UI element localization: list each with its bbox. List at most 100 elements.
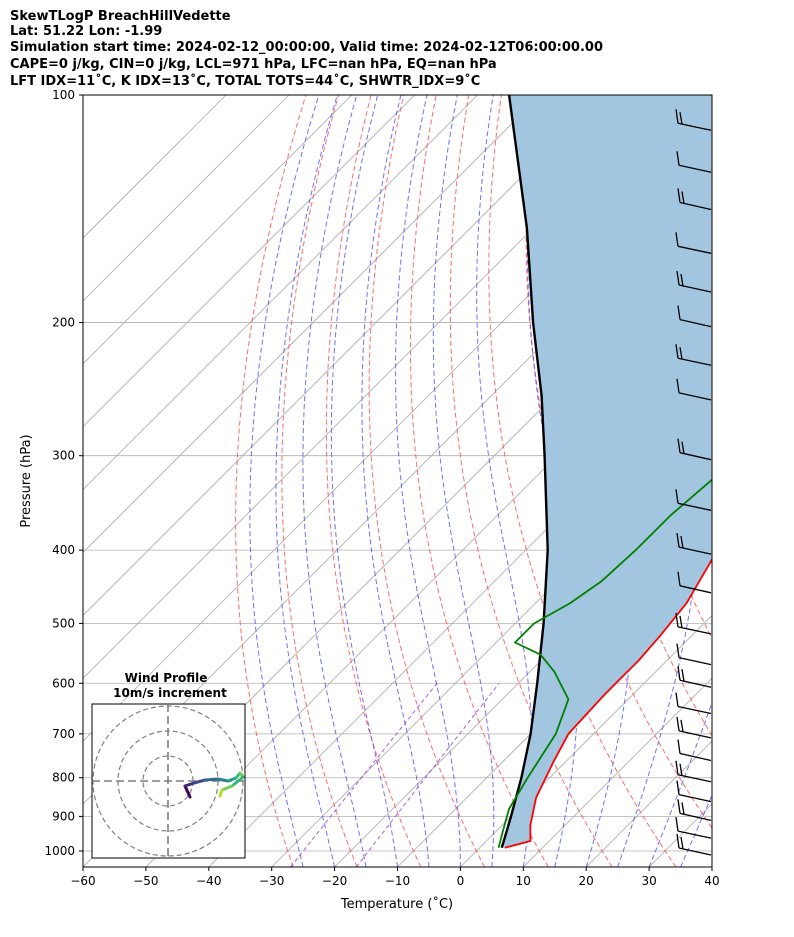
wind-barb-flag	[675, 760, 679, 775]
x-tick-label: 20	[579, 874, 594, 888]
wind-barb-flag	[675, 232, 679, 247]
wind-barb-flag	[677, 571, 681, 586]
moist-adiabat	[249, 95, 320, 867]
wind-barb-flag	[680, 273, 684, 287]
x-tick-label: −20	[322, 874, 347, 888]
wind-barb-flag	[676, 643, 680, 658]
y-tick-label: 900	[52, 809, 75, 823]
parcel-profile-line	[500, 95, 549, 849]
isotherm-line	[83, 95, 227, 239]
hodograph-segment	[230, 775, 245, 788]
dry-adiabat	[368, 95, 485, 867]
wind-barb-flag	[675, 817, 679, 832]
wind-barb-flag	[681, 441, 685, 454]
wind-barb-flag	[679, 112, 683, 125]
wind-barb-staff	[677, 122, 712, 131]
x-tick-label: 10	[516, 874, 531, 888]
wind-barb-staff	[678, 656, 712, 666]
wind-barb-staff	[678, 546, 712, 555]
isotherm-line	[83, 95, 604, 616]
isotherm-line	[83, 95, 353, 365]
wind-barb	[675, 344, 712, 366]
wind-barb-staff	[679, 585, 712, 594]
wind-barb-flag	[675, 692, 679, 707]
wind-barb	[676, 378, 712, 401]
wind-barb-flag	[675, 109, 679, 124]
wind-barb	[677, 666, 712, 688]
wind-barb-flag	[675, 612, 679, 628]
wind-barb-flag	[676, 151, 680, 166]
x-tick-label: 30	[641, 874, 656, 888]
wind-barb	[675, 489, 712, 511]
y-tick-label: 200	[52, 316, 75, 330]
moist-adiabat	[361, 95, 430, 867]
dry-adiabat	[235, 95, 307, 867]
isotherm-line	[83, 95, 541, 554]
x-tick-label: −60	[70, 874, 95, 888]
wind-barb-staff	[679, 752, 712, 762]
wind-barb	[676, 716, 712, 739]
cin-shaded-area	[501, 95, 712, 848]
wind-barb-staff	[677, 357, 712, 366]
wind-barb-staff	[678, 730, 712, 739]
wind-barb-flag	[677, 666, 681, 681]
wind-barb-staff	[678, 793, 712, 803]
wind-barb-staff	[677, 245, 712, 254]
location-line: Lat: 51.22 Lon: -1.99	[10, 24, 163, 39]
y-axis-label: Pressure (hPa)	[19, 434, 34, 527]
wind-barb	[676, 533, 712, 555]
wind-barb	[675, 109, 712, 131]
wind-barb-staff	[677, 774, 712, 783]
wind-barb	[676, 833, 712, 856]
wind-barb-staff	[679, 201, 712, 211]
wind-barb-staff	[677, 705, 712, 715]
hodograph-segment	[192, 778, 207, 785]
wind-barb-staff	[679, 452, 712, 461]
y-tick-label: 800	[52, 771, 75, 785]
wind-barb-flag	[679, 763, 683, 776]
dry-adiabat	[729, 95, 794, 867]
x-tick-label: −10	[385, 874, 410, 888]
isotherm-line	[523, 677, 712, 867]
moist-adiabat	[680, 794, 712, 867]
wind-barb-flag	[681, 669, 685, 682]
isotherm-line	[83, 95, 478, 491]
wind-barb-staff	[678, 164, 712, 173]
wind-barb-flag	[680, 719, 684, 732]
wind-barb	[677, 188, 712, 211]
parameters-line: CAPE=0 j/kg, CIN=0 j/kg, LCL=971 hPa, LF…	[10, 57, 497, 72]
wind-barb-staff	[679, 812, 712, 822]
isotherm-line	[460, 614, 712, 867]
wind-barb	[677, 739, 712, 762]
wind-barb	[677, 305, 712, 328]
wind-barb	[677, 799, 712, 822]
wind-barb-flag	[675, 344, 679, 359]
isotherm-line	[83, 95, 415, 428]
wind-barb	[675, 612, 712, 635]
y-tick-label: 700	[52, 727, 75, 741]
y-tick-label: 1000	[44, 844, 75, 858]
wind-barb	[675, 692, 712, 715]
y-tick-label: 400	[52, 543, 75, 557]
isotherm-line	[83, 95, 290, 302]
hodograph-segment	[203, 777, 220, 782]
moist-adiabat	[330, 95, 398, 867]
x-tick-label: 40	[704, 874, 719, 888]
hodograph-segment	[216, 777, 230, 783]
time-line: Simulation start time: 2024-02-12_00:00:…	[10, 40, 603, 55]
dry-adiabat	[449, 95, 613, 867]
wind-barb	[677, 438, 712, 461]
wind-barb-staff	[678, 847, 712, 856]
chart-title: SkewTLogP BreachHillVedette	[10, 9, 231, 24]
hodograph-segment	[183, 781, 196, 788]
moist-adiabat	[476, 95, 533, 867]
isotherm-line	[145, 300, 712, 867]
dry-adiabat	[762, 95, 794, 867]
isotherm-line	[711, 866, 712, 867]
moist-adiabat	[617, 95, 700, 867]
y-tick-label: 600	[52, 676, 75, 690]
dewpoint-line	[497, 478, 712, 848]
hodograph-segment	[218, 788, 224, 798]
isotherm-line	[334, 489, 712, 867]
wind-barb	[676, 151, 712, 173]
